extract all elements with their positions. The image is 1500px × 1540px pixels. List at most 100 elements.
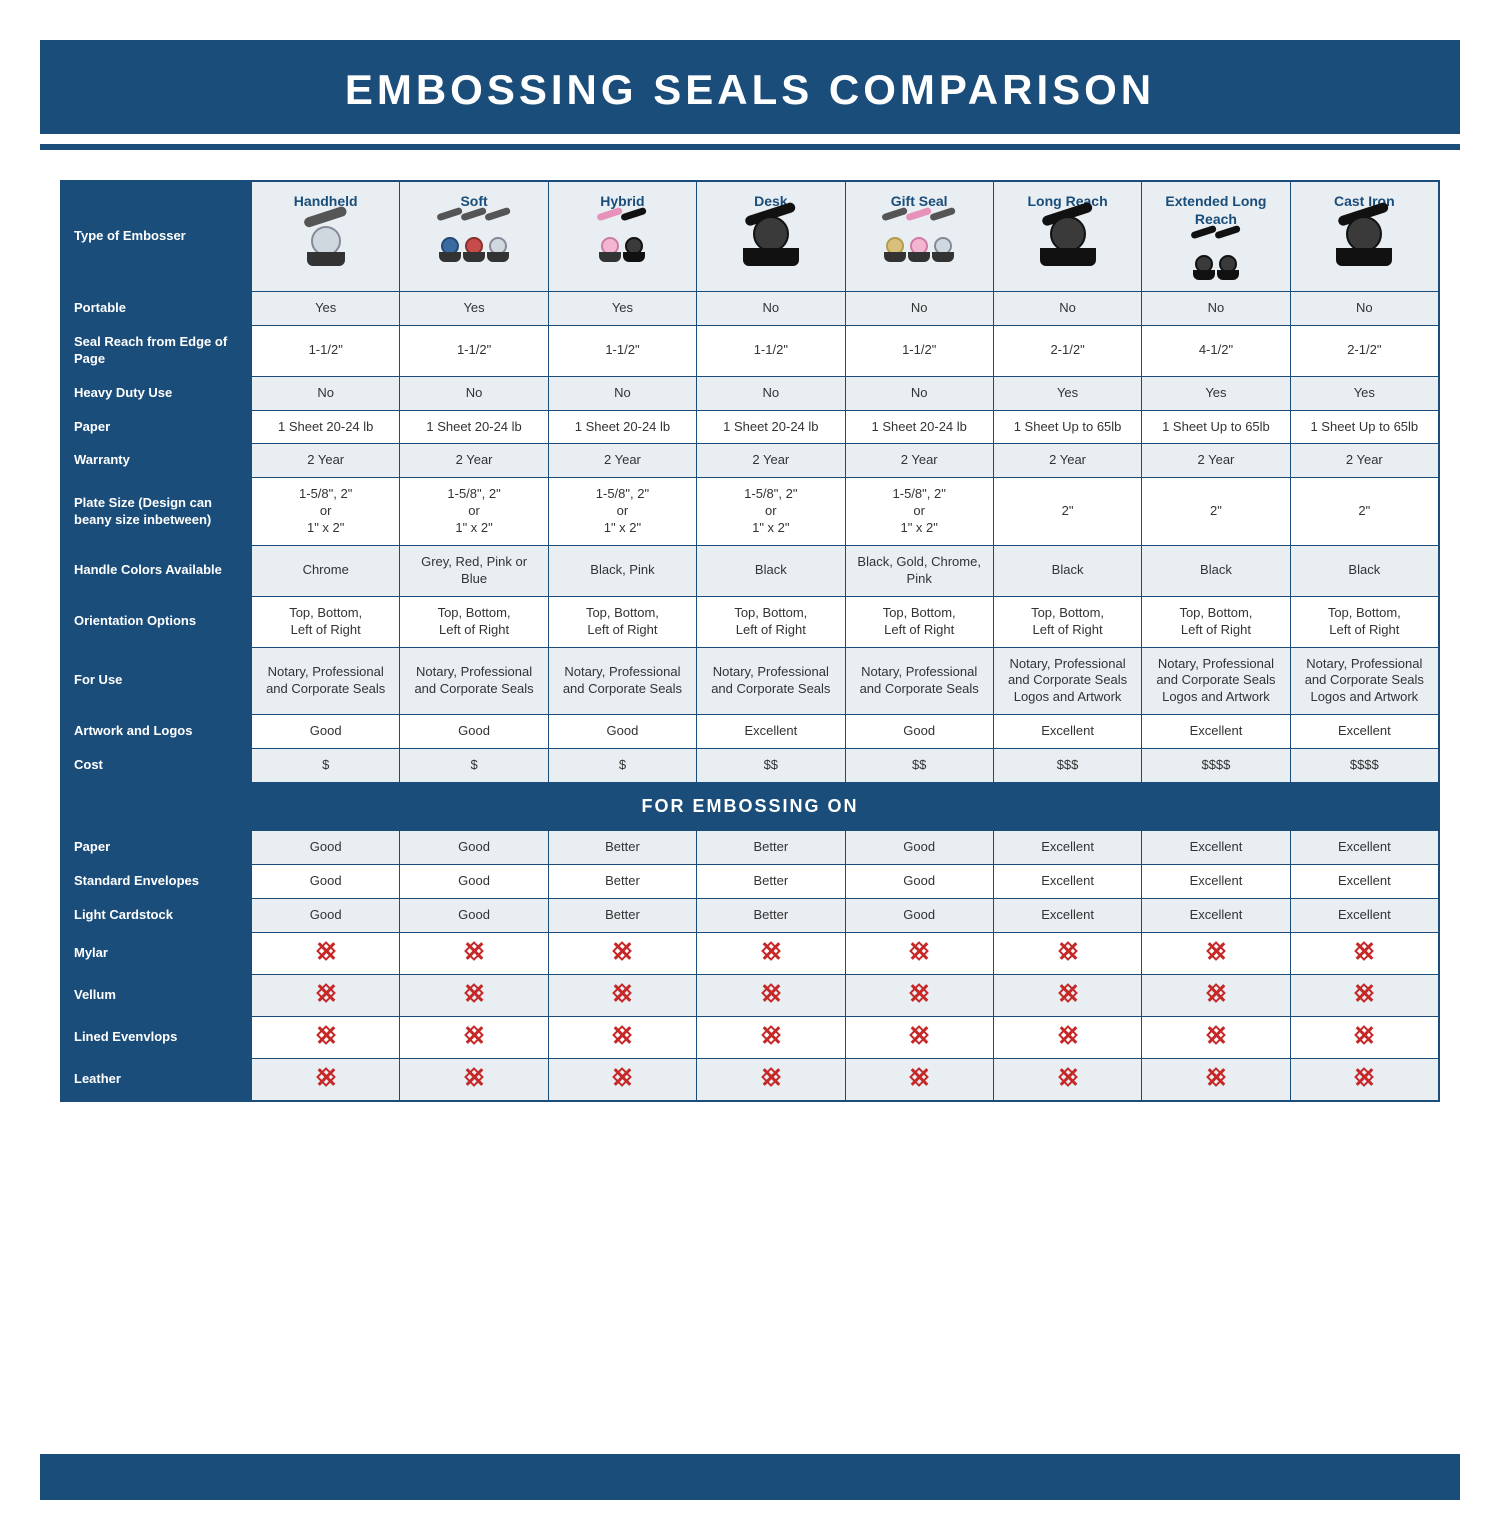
data-cell: Notary, Professional and Corporate Seals bbox=[252, 647, 400, 715]
row-label: Artwork and Logos bbox=[62, 715, 252, 749]
row-label: Mylar bbox=[62, 933, 252, 975]
embosser-icon bbox=[296, 214, 356, 266]
column-name: Soft bbox=[406, 192, 541, 210]
table-head: Type of EmbosserHandheldSoftHybridDeskGi… bbox=[62, 182, 1439, 292]
data-cell: Excellent bbox=[1142, 865, 1290, 899]
data-cell: Black, Pink bbox=[548, 546, 696, 597]
not-supported-icon bbox=[464, 1067, 484, 1087]
data-cell: 2-1/2" bbox=[993, 325, 1141, 376]
row-label: Vellum bbox=[62, 974, 252, 1016]
table-row: Heavy Duty UseNoNoNoNoNoYesYesYes bbox=[62, 376, 1439, 410]
data-cell: 2 Year bbox=[1290, 444, 1438, 478]
embosser-icon bbox=[1038, 214, 1098, 266]
data-cell bbox=[845, 974, 993, 1016]
row-label: Paper bbox=[62, 410, 252, 444]
data-cell: Good bbox=[400, 715, 548, 749]
row-label: Plate Size (Design can beany size inbetw… bbox=[62, 478, 252, 546]
data-cell bbox=[548, 933, 696, 975]
data-cell: Excellent bbox=[1142, 715, 1290, 749]
not-supported-icon bbox=[612, 941, 632, 961]
data-cell: $$$ bbox=[993, 749, 1141, 783]
data-cell: No bbox=[845, 292, 993, 326]
data-cell: Notary, Professional and Corporate Seals… bbox=[1290, 647, 1438, 715]
data-cell: Good bbox=[252, 715, 400, 749]
data-cell bbox=[548, 1016, 696, 1058]
column-header: Long Reach bbox=[993, 182, 1141, 292]
data-cell: Black bbox=[993, 546, 1141, 597]
data-cell: Good bbox=[400, 899, 548, 933]
not-supported-icon bbox=[1058, 1025, 1078, 1045]
data-cell: Black bbox=[1290, 546, 1438, 597]
data-cell: 1 Sheet Up to 65lb bbox=[1142, 410, 1290, 444]
data-cell: Top, Bottom,Left of Right bbox=[845, 596, 993, 647]
data-cell: Top, Bottom,Left of Right bbox=[252, 596, 400, 647]
data-cell: Good bbox=[845, 865, 993, 899]
table-row: Seal Reach from Edge of Page1-1/2"1-1/2"… bbox=[62, 325, 1439, 376]
data-cell: 2" bbox=[993, 478, 1141, 546]
not-supported-icon bbox=[1206, 1025, 1226, 1045]
data-cell: 2 Year bbox=[697, 444, 845, 478]
data-cell: Excellent bbox=[993, 831, 1141, 865]
table-row: Leather bbox=[62, 1058, 1439, 1100]
data-cell: $$ bbox=[845, 749, 993, 783]
section-header: FOR EMBOSSING ON bbox=[62, 783, 1439, 831]
table-row: Standard EnvelopesGoodGoodBetterBetterGo… bbox=[62, 865, 1439, 899]
data-cell: Better bbox=[548, 831, 696, 865]
data-cell: Good bbox=[252, 899, 400, 933]
table-row: Mylar bbox=[62, 933, 1439, 975]
not-supported-icon bbox=[761, 1025, 781, 1045]
data-cell: $ bbox=[548, 749, 696, 783]
data-cell: No bbox=[697, 376, 845, 410]
data-cell: Better bbox=[697, 865, 845, 899]
footer-bar bbox=[40, 1454, 1460, 1500]
row-label: Leather bbox=[62, 1058, 252, 1100]
data-cell: 1-5/8", 2"or1" x 2" bbox=[845, 478, 993, 546]
data-cell: Top, Bottom,Left of Right bbox=[400, 596, 548, 647]
table-row: Warranty2 Year2 Year2 Year2 Year2 Year2 … bbox=[62, 444, 1439, 478]
data-cell: Notary, Professional and Corporate Seals bbox=[400, 647, 548, 715]
data-cell: Black bbox=[697, 546, 845, 597]
table-row: Cost$$$$$$$$$$$$$$$$$$ bbox=[62, 749, 1439, 783]
data-cell: Good bbox=[400, 831, 548, 865]
row-label: Lined Evenvlops bbox=[62, 1016, 252, 1058]
not-supported-icon bbox=[464, 1025, 484, 1045]
data-cell: 2 Year bbox=[1142, 444, 1290, 478]
column-header: Handheld bbox=[252, 182, 400, 292]
not-supported-icon bbox=[464, 983, 484, 1003]
data-cell: Excellent bbox=[1290, 865, 1438, 899]
data-cell: 2 Year bbox=[845, 444, 993, 478]
not-supported-icon bbox=[1058, 941, 1078, 961]
not-supported-icon bbox=[316, 983, 336, 1003]
data-cell: Yes bbox=[993, 376, 1141, 410]
not-supported-icon bbox=[909, 983, 929, 1003]
data-cell bbox=[548, 1058, 696, 1100]
embosser-icon bbox=[1212, 228, 1244, 280]
table-row: PortableYesYesYesNoNoNoNoNo bbox=[62, 292, 1439, 326]
data-cell: 1-5/8", 2"or1" x 2" bbox=[548, 478, 696, 546]
data-cell: Good bbox=[400, 865, 548, 899]
row-label: Paper bbox=[62, 831, 252, 865]
data-cell: 1-1/2" bbox=[548, 325, 696, 376]
data-cell: 1-1/2" bbox=[252, 325, 400, 376]
data-cell: $ bbox=[252, 749, 400, 783]
not-supported-icon bbox=[316, 941, 336, 961]
embosser-icon bbox=[618, 210, 650, 262]
data-cell: Top, Bottom,Left of Right bbox=[697, 596, 845, 647]
not-supported-icon bbox=[1206, 983, 1226, 1003]
data-cell: Excellent bbox=[1290, 899, 1438, 933]
not-supported-icon bbox=[464, 941, 484, 961]
page-title: EMBOSSING SEALS COMPARISON bbox=[40, 40, 1460, 134]
data-cell: Grey, Red, Pink or Blue bbox=[400, 546, 548, 597]
data-cell: Black bbox=[1142, 546, 1290, 597]
row-label: Standard Envelopes bbox=[62, 865, 252, 899]
data-cell bbox=[1290, 974, 1438, 1016]
title-underline bbox=[40, 144, 1460, 150]
table-row: Light CardstockGoodGoodBetterBetterGoodE… bbox=[62, 899, 1439, 933]
not-supported-icon bbox=[612, 1025, 632, 1045]
data-cell bbox=[1142, 974, 1290, 1016]
data-cell bbox=[400, 974, 548, 1016]
data-cell: 1 Sheet 20-24 lb bbox=[845, 410, 993, 444]
data-cell: $$$$ bbox=[1290, 749, 1438, 783]
not-supported-icon bbox=[1058, 983, 1078, 1003]
data-cell bbox=[252, 1016, 400, 1058]
